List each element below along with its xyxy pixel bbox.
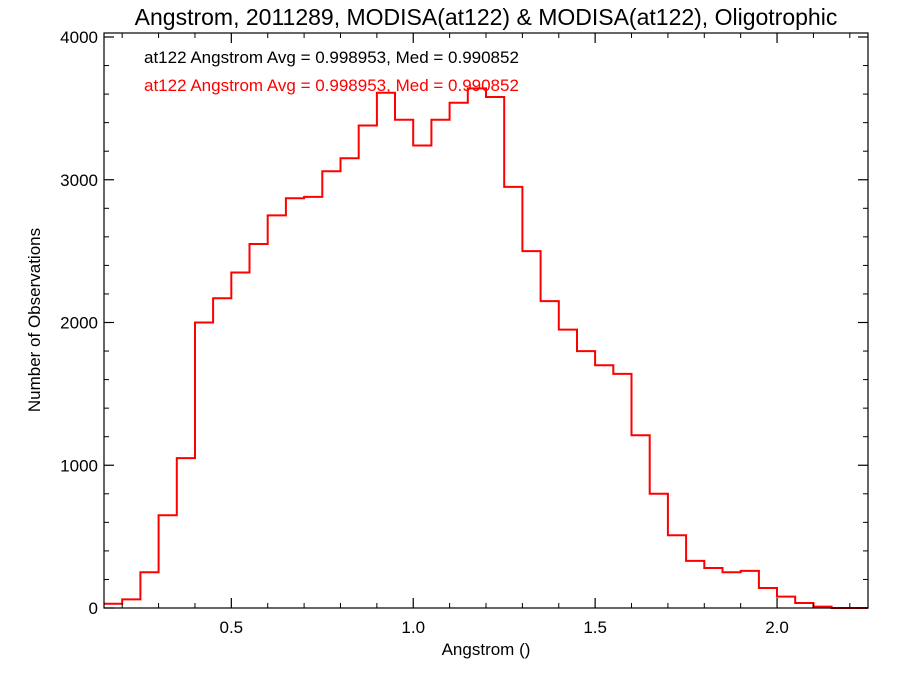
plot-frame bbox=[103, 32, 869, 609]
y-tick-label: 0 bbox=[89, 599, 98, 618]
annotation-black: at122 Angstrom Avg = 0.998953, Med = 0.9… bbox=[144, 48, 519, 67]
y-tick-label: 2000 bbox=[60, 314, 98, 333]
y-tick-label: 1000 bbox=[60, 456, 98, 475]
x-tick-label: 0.5 bbox=[220, 618, 244, 637]
x-tick-label: 1.5 bbox=[583, 618, 607, 637]
x-tick-label: 2.0 bbox=[765, 618, 789, 637]
axis-ticks bbox=[104, 33, 868, 609]
annotation-red: at122 Angstrom Avg = 0.998953, Med = 0.9… bbox=[144, 76, 519, 95]
y-tick-label: 4000 bbox=[60, 28, 98, 47]
y-axis-label: Number of Observations bbox=[25, 228, 44, 412]
x-axis-label: Angstrom () bbox=[442, 640, 531, 659]
plot-area bbox=[104, 87, 868, 609]
y-tick-label: 3000 bbox=[60, 171, 98, 190]
histogram-series-line-0 bbox=[104, 87, 868, 609]
x-tick-label: 1.0 bbox=[401, 618, 425, 637]
axis-tick-labels: 0 1000 2000 3000 4000 0.5 1.0 1.5 2.0 bbox=[60, 28, 789, 637]
chart-title: Angstrom, 2011289, MODISA(at122) & MODIS… bbox=[135, 4, 838, 30]
